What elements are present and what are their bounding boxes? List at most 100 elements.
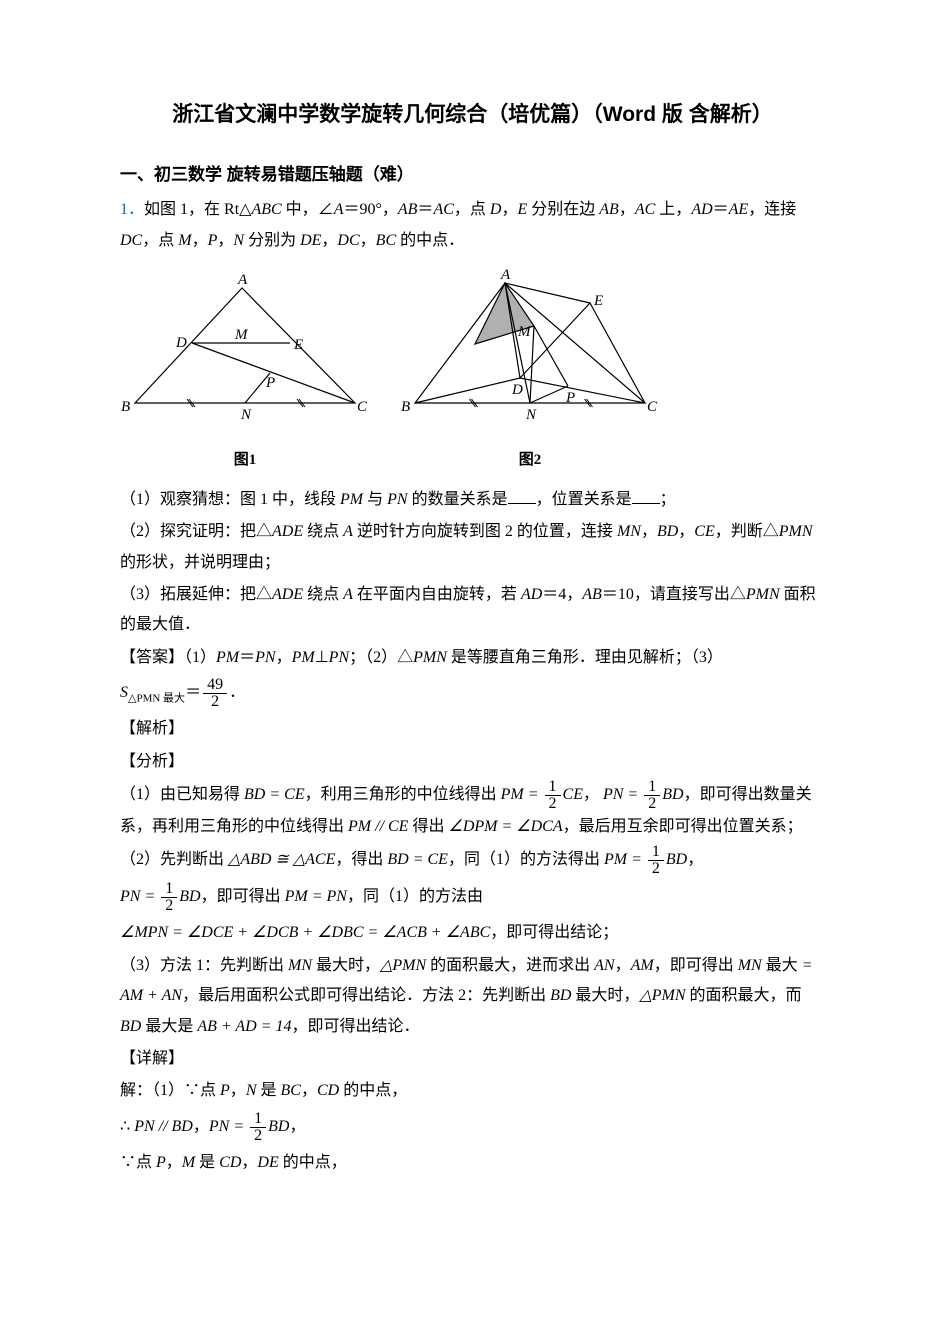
- var-ab: AB: [599, 201, 619, 218]
- text: ，同（1）的方法由: [347, 889, 483, 906]
- text: 是: [195, 1154, 219, 1171]
- var-bd: BD: [657, 523, 678, 540]
- math: BD: [179, 889, 200, 906]
- denominator: 2: [250, 1128, 266, 1144]
- var-n: N: [246, 1082, 257, 1099]
- text: ⊥: [315, 649, 329, 666]
- var-mn: MN: [288, 957, 312, 974]
- text: ，: [241, 1154, 257, 1171]
- figures-row: ABCDEMPN 图1 ABCDEMPN 图2: [120, 268, 825, 475]
- text: ，即可得出结论；: [490, 924, 618, 941]
- text: ，即可得出结论．: [292, 1018, 420, 1035]
- analysis-3: （3）方法 1：先判断出 MN 最大时，△PMN 的面积最大，进而求出 AN，A…: [120, 951, 825, 1042]
- text: 的中点．: [396, 232, 464, 249]
- detail-line1: 解：（1）∵点 P，N 是 BC，CD 的中点，: [120, 1076, 825, 1106]
- text: 在平面内自由旋转，若: [353, 586, 521, 603]
- var-pn: PN: [329, 649, 349, 666]
- var-am: AM: [631, 957, 654, 974]
- figure-2-wrap: ABCDEMPN 图2: [400, 268, 660, 475]
- text: ，即可得出: [654, 957, 738, 974]
- math: BD: [268, 1118, 289, 1135]
- var-pn: PN: [255, 649, 275, 666]
- text: ，: [301, 1082, 317, 1099]
- text: ，: [193, 1118, 209, 1135]
- analysis-1: （1）由已知易得 BD = CE，利用三角形的中位线得出 PM = 12CE， …: [120, 779, 825, 842]
- jiexi-label: 【解析】: [120, 714, 825, 744]
- text: ，: [230, 1082, 246, 1099]
- math: PN =: [603, 786, 638, 803]
- detail-line3: ∵点 P，M 是 CD，DE 的中点，: [120, 1148, 825, 1178]
- text: 如图 1，在 Rt△: [144, 201, 251, 218]
- analysis-2: （2）先判断出 △ABD ≅ △ACE，得出 BD = CE，同（1）的方法得出…: [120, 844, 825, 877]
- text: ，: [360, 232, 376, 249]
- math: PM =: [604, 852, 642, 869]
- text: ＝: [417, 201, 433, 218]
- text: ＝: [185, 684, 201, 701]
- text: ，: [289, 1118, 305, 1135]
- text: 中，∠: [282, 201, 334, 218]
- blank: [632, 487, 660, 504]
- text: ＝4，: [542, 586, 582, 603]
- math: BD: [662, 786, 683, 803]
- var-a: A: [334, 201, 344, 218]
- text: 是: [256, 1082, 280, 1099]
- text: 最大: [762, 957, 802, 974]
- figure-2-caption: 图2: [400, 446, 660, 475]
- analysis-2c: ∠MPN = ∠DCE + ∠DCB + ∠DBC = ∠ACB + ∠ABC，…: [120, 918, 825, 948]
- problem-number: 1．: [120, 201, 144, 218]
- text: 的数量关系是: [408, 491, 508, 508]
- fraction: 12: [250, 1111, 266, 1144]
- text: ，点: [454, 201, 490, 218]
- text: ，: [501, 201, 517, 218]
- var-p: P: [156, 1154, 166, 1171]
- text: ，最后用面积公式即可得出结论．方法 2：先判断出: [182, 987, 550, 1004]
- text: ；: [660, 491, 676, 508]
- math: ∠DPM = ∠DCA: [448, 818, 562, 835]
- text: 的中点，: [339, 1082, 407, 1099]
- var-mn: MN: [738, 957, 762, 974]
- subscript: △PMN 最大: [128, 693, 185, 705]
- text: ，利用三角形的中位线得出: [305, 786, 501, 803]
- var-pm: PM: [216, 649, 239, 666]
- var-pmn: PMN: [413, 649, 447, 666]
- text: 与: [363, 491, 387, 508]
- text: ，: [583, 786, 603, 803]
- fraction: 12: [545, 779, 561, 812]
- text: ，: [615, 957, 631, 974]
- svg-text:C: C: [647, 399, 658, 415]
- svg-text:N: N: [240, 407, 252, 423]
- svg-text:A: A: [500, 268, 511, 283]
- answer-label: 【答案】: [120, 649, 184, 666]
- text: ，: [641, 523, 657, 540]
- var-ab: AB: [398, 201, 418, 218]
- math: PM =: [501, 786, 539, 803]
- text: ，: [217, 232, 233, 249]
- figure-2: ABCDEMPN: [400, 268, 660, 433]
- fraction: 492: [203, 677, 227, 710]
- figure-1: ABCDEMPN: [120, 273, 370, 433]
- var-a: A: [343, 523, 353, 540]
- text: 的形状，并说明理由；: [120, 554, 280, 571]
- text: 最大是: [141, 1018, 197, 1035]
- var-ae: AE: [729, 201, 749, 218]
- math: AB + AD = 14: [197, 1018, 291, 1035]
- math: BD: [666, 852, 687, 869]
- text: ∴: [120, 1118, 134, 1135]
- var-mn: MN: [617, 523, 641, 540]
- fraction: 12: [644, 779, 660, 812]
- xiangjie-label: 【详解】: [120, 1044, 825, 1074]
- denominator: 2: [644, 796, 660, 812]
- text: ．: [229, 684, 245, 701]
- text: 绕点: [303, 586, 343, 603]
- text: ，判断△: [715, 523, 779, 540]
- var-pm: PM: [340, 491, 363, 508]
- var-dc: DC: [337, 232, 359, 249]
- math: △PMN: [639, 987, 685, 1004]
- text: 分别为: [244, 232, 300, 249]
- text: ＝90°，: [343, 201, 397, 218]
- var-ab: AB: [582, 586, 602, 603]
- var-e: E: [517, 201, 527, 218]
- text: （1）观察猜想：图 1 中，线段: [120, 491, 340, 508]
- math: BD = CE: [387, 852, 448, 869]
- text: 逆时针方向旋转到图 2 的位置，连接: [353, 523, 617, 540]
